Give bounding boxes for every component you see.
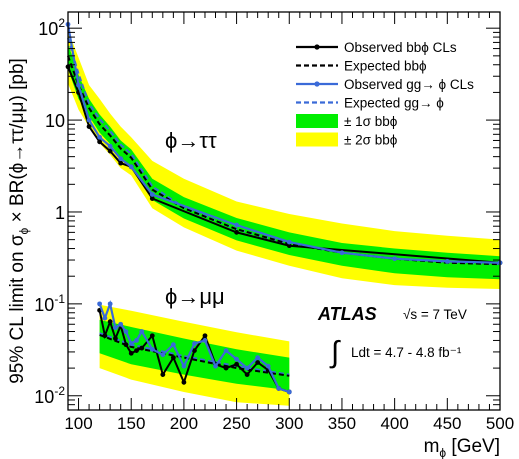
tautau-observed-ggphi-point bbox=[149, 192, 155, 197]
x-tick-label: 400 bbox=[380, 414, 408, 433]
legend-entry-3-label: Expected gg→ ϕ bbox=[344, 96, 444, 111]
mumu-observed-ggphi-point bbox=[223, 348, 229, 354]
atlas-label: ATLAS bbox=[317, 304, 377, 324]
axes: 100 150 200 250 300 350 400 450 500 10-2 10-1 1 10 10… bbox=[7, 11, 514, 459]
mumu-observed-ggphi-point bbox=[213, 363, 218, 369]
mumu-observed-bbphi-point bbox=[255, 360, 261, 365]
mumu-observed-ggphi-point bbox=[160, 352, 166, 358]
x-tick-label: 200 bbox=[170, 414, 198, 433]
mumu-observed-bbphi-point bbox=[192, 348, 197, 354]
legend-entry-2-label: Observed gg→ ϕ CLs bbox=[344, 77, 474, 92]
legend-entry-4-label: ± 1σ bbϕ bbox=[344, 114, 398, 129]
mumu-observed-ggphi-point bbox=[107, 301, 113, 307]
tautau-observed-ggphi-point bbox=[444, 258, 450, 264]
tautau-observed-ggphi-point bbox=[286, 239, 292, 245]
tautau-observed-ggphi-point bbox=[107, 143, 113, 149]
legend-entry-2-marker bbox=[314, 81, 320, 87]
y-tick-label: 10 bbox=[45, 111, 65, 131]
tautau-observed-ggphi-point bbox=[128, 164, 134, 170]
mumu-observed-ggphi-point bbox=[255, 355, 261, 361]
mumu-observed-ggphi-point bbox=[265, 363, 271, 369]
mumu-observed-ggphi-point bbox=[118, 321, 124, 327]
tautau-observed-bbphi-point bbox=[118, 160, 124, 166]
mumu-observed-bbphi-point bbox=[102, 333, 108, 339]
tautau-observed-bbphi-point bbox=[286, 243, 292, 249]
mumu-observed-bbphi-point bbox=[202, 333, 208, 339]
mumu-observed-bbphi-point bbox=[123, 342, 129, 348]
mumu-observed-ggphi-point bbox=[113, 325, 118, 331]
tautau-observed-ggphi-point bbox=[339, 250, 345, 256]
mumu-observed-ggphi-point bbox=[102, 315, 108, 321]
mumu-observed-ggphi-point bbox=[170, 342, 176, 348]
mumu-observed-bbphi-point bbox=[234, 361, 239, 367]
tautau-observed-bbphi-point bbox=[86, 124, 92, 129]
mumu-observed-ggphi-point bbox=[123, 329, 129, 334]
mumu-observed-ggphi-point bbox=[149, 346, 155, 352]
tautau-observed-bbphi-point bbox=[97, 139, 103, 145]
mumu-observed-bbphi-point bbox=[128, 350, 134, 356]
mumu-observed-bbphi-point bbox=[160, 372, 166, 377]
tautau-observed-bbphi-point bbox=[149, 196, 155, 201]
tautau-observed-ggphi-point bbox=[76, 82, 81, 88]
mumu-one-sigma-band bbox=[99, 319, 290, 391]
legend-entry-0-marker bbox=[314, 44, 320, 50]
legend: Observed bbϕ CLs Expected bbϕ Observed gg→… bbox=[296, 40, 474, 148]
tautau-observed-bbphi-point bbox=[107, 148, 113, 154]
mumu-observed-bbphi-point bbox=[181, 379, 187, 385]
x-axis-title: mϕ [GeV] bbox=[424, 436, 500, 459]
tautau-one-sigma-band bbox=[68, 43, 500, 280]
tautau-observed-ggphi-point bbox=[392, 256, 398, 262]
mumu-observed-bbphi-point bbox=[149, 333, 155, 339]
mumu-observed-ggphi-point bbox=[134, 338, 139, 343]
legend-entry-5-swatch bbox=[296, 132, 338, 147]
plot-frame bbox=[67, 11, 501, 411]
tautau-observed-ggphi-line bbox=[66, 24, 501, 264]
annotations: ϕ→ττ ϕ→μμ ATLAS √s = 7 TeV ∫ Ldt = 4.7 - 4.8 … bbox=[165, 128, 467, 369]
legend-entry-0-label: Observed bbϕ CLs bbox=[344, 40, 457, 55]
tautau-observed-bbphi-point bbox=[234, 229, 239, 235]
mumu-observed-bbphi-point bbox=[170, 355, 176, 361]
y-tick-label: 102 bbox=[38, 16, 65, 39]
x-tick-label: 350 bbox=[328, 414, 356, 433]
mumu-observed-ggphi-point bbox=[97, 301, 103, 307]
mumu-observed-bbphi-point bbox=[244, 372, 250, 377]
mumu-observed-ggphi-point bbox=[286, 389, 292, 395]
x-tick-label: 500 bbox=[486, 414, 514, 433]
mumu-observed-ggphi-point bbox=[128, 341, 134, 346]
mumu-observed-bbphi-point bbox=[139, 345, 145, 351]
mumu-observed-bbphi-point bbox=[107, 319, 113, 325]
mumu-observed-ggphi-point bbox=[276, 386, 282, 391]
mumu-observed-ggphi-point bbox=[202, 338, 208, 343]
tautau-label: ϕ→ττ bbox=[165, 128, 217, 153]
y-tick-label: 10-1 bbox=[34, 292, 65, 315]
y-axis-title: 95% CL limit on σϕ × BR(ϕ→ττ/μμ) [pb] bbox=[7, 58, 31, 384]
y-tick-label: 10-2 bbox=[34, 384, 65, 407]
y-tick-label: 1 bbox=[55, 203, 65, 223]
sqrt-s-label: √s = 7 TeV bbox=[403, 307, 467, 322]
legend-entry-5-label: ± 2σ bbϕ bbox=[344, 133, 398, 148]
x-tick-label: 100 bbox=[64, 414, 92, 433]
x-tick-label: 150 bbox=[117, 414, 145, 433]
mumu-observed-bbphi-point bbox=[113, 336, 118, 341]
luminosity-label: Ldt = 4.7 - 4.8 fb⁻¹ bbox=[351, 345, 462, 360]
mumu-observed-ggphi-point bbox=[139, 329, 145, 334]
tautau-observed-ggphi-point bbox=[86, 117, 92, 123]
x-tick-label: 250 bbox=[222, 414, 250, 433]
x-tick-label: 300 bbox=[275, 414, 303, 433]
x-tick-label: 450 bbox=[433, 414, 461, 433]
tautau-observed-ggphi-point bbox=[234, 222, 239, 228]
mumu-observed-ggphi-point bbox=[192, 341, 197, 346]
mumu-label: ϕ→μμ bbox=[165, 284, 225, 309]
mumu-observed-bbphi-point bbox=[223, 365, 229, 371]
tautau-observed-ggphi-point bbox=[118, 156, 124, 162]
integral-sign: ∫ bbox=[329, 336, 341, 369]
legend-entry-1-label: Expected bbϕ bbox=[344, 59, 427, 74]
mumu-observed-ggphi-point bbox=[181, 363, 187, 369]
mumu-observed-ggphi-point bbox=[244, 365, 250, 371]
tautau-observed-ggphi-point bbox=[97, 134, 103, 140]
mumu-observed-bbphi-point bbox=[134, 348, 139, 354]
mumu-observed-ggphi-point bbox=[234, 356, 239, 362]
legend-entry-4-swatch bbox=[296, 114, 338, 128]
